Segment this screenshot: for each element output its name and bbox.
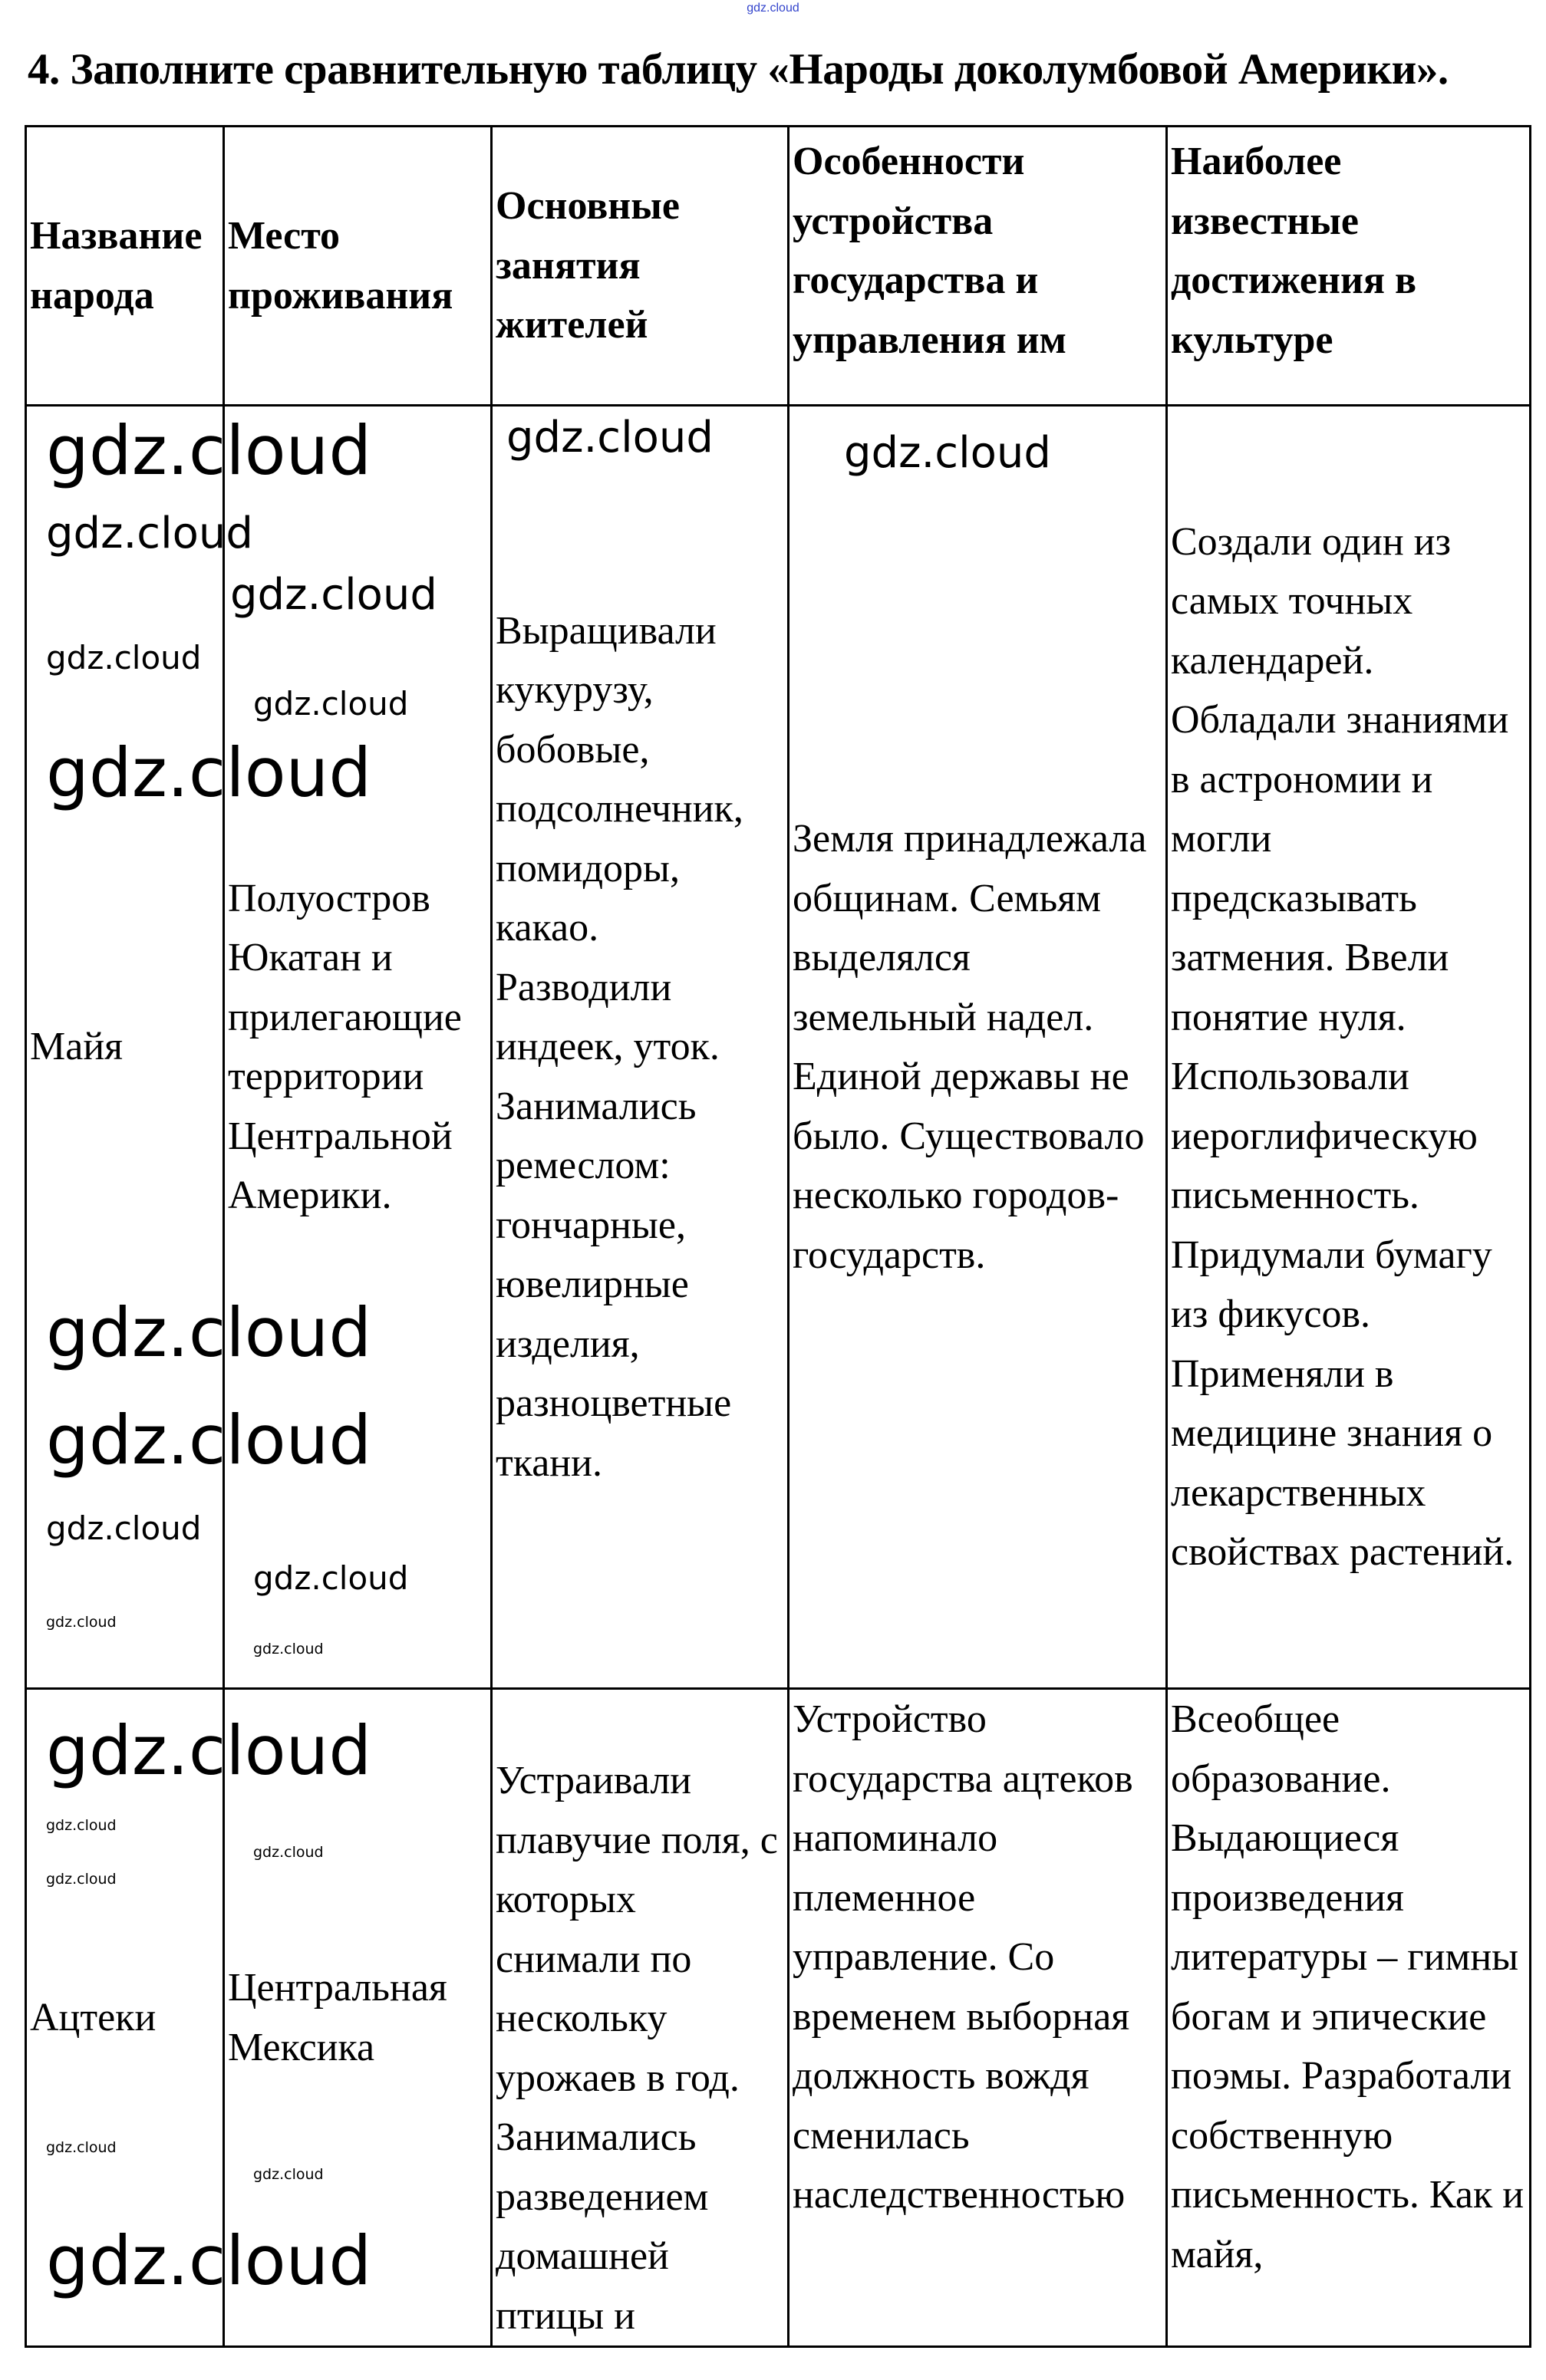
header-culture: Наиболее известные достижения в культуре [1165,125,1531,407]
cell-culture: Создали один из самых точных календарей.… [1165,404,1531,1690]
header-place: Место проживания [223,125,493,407]
watermark: gdz.cloud [46,733,372,812]
watermark: gdz.cloud [46,1614,117,1631]
cell-occupations: Выращивали кукурузу, бобовые, подсолнечн… [490,404,789,1690]
watermark: gdz.cloud [46,1711,372,1790]
header-name: Название народа [25,125,225,407]
header-government: Особенности устройства государства и упр… [787,125,1168,407]
table-row: Майя Полуостров Юкатан и прилегающие тер… [25,404,1531,1690]
watermark: gdz.cloud [46,2221,372,2300]
watermark: gdz.cloud [46,411,372,490]
cell-government: Земля принадлежала общинам. Семьям выдел… [787,404,1168,1690]
cell-place: Центральная Мексика [223,1687,493,2348]
cell-occupations: Устраивали плавучие поля, с которых сним… [490,1687,789,2348]
cell-name: Майя [25,404,225,1690]
header-occupations: Основные занятия жителей [490,125,789,407]
watermark: gdz.cloud [253,685,409,723]
cell-place: Полуостров Юкатан и прилегающие территор… [223,404,493,1690]
comparison-table: Название народа Место проживания Основны… [25,125,1531,2348]
watermark: gdz.cloud [506,413,714,463]
watermark: gdz.cloud [844,428,1051,478]
cell-culture-text: Всеобщее образование. Выдающиеся произве… [1171,1697,1525,2276]
watermark: gdz.cloud [253,2166,324,2183]
watermark: gdz.cloud [46,1401,372,1480]
watermark: gdz.cloud [230,570,437,620]
watermark: gdz.cloud [46,1293,372,1372]
watermark: gdz.cloud [46,639,202,676]
table-row: Ацтеки Центральная Мексика Устраивали пл… [25,1687,1531,2348]
watermark: gdz.cloud [46,2139,117,2156]
cell-government-text: Устройство государства ацтеков напоминал… [793,1697,1133,2217]
cell-occupations-text: Устраивали плавучие поля, с которых сним… [496,1759,778,2338]
top-watermark: gdz.cloud [747,2,799,15]
watermark: gdz.cloud [46,509,253,558]
watermark: gdz.cloud [46,1817,117,1834]
watermark: gdz.cloud [253,1641,324,1657]
watermark: gdz.cloud [46,1509,202,1547]
cell-name: Ацтеки [25,1687,225,2348]
watermark: gdz.cloud [46,1871,117,1888]
watermark: gdz.cloud [253,1844,324,1861]
table-header-row: Название народа Место проживания Основны… [25,125,1531,407]
cell-government: Устройство государства ацтеков напоминал… [787,1687,1168,2348]
page-title: 4. Заполните сравнительную таблицу «Наро… [28,45,1449,94]
cell-culture: Всеобщее образование. Выдающиеся произве… [1165,1687,1531,2348]
watermark: gdz.cloud [253,1559,409,1597]
